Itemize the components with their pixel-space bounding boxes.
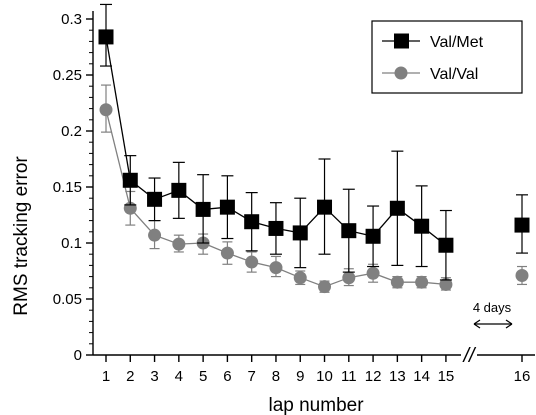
y-axis-label: RMS tracking error [11, 156, 32, 316]
data-point-circle [245, 255, 259, 269]
x-tick-label: 12 [365, 368, 382, 385]
x-tick-label: 1 [102, 368, 110, 385]
legend-square-marker [394, 33, 409, 49]
data-point-circle [293, 271, 307, 285]
x-axis-break: // [461, 345, 477, 367]
data-point-square [365, 228, 381, 244]
y-tick-label: 0 [74, 347, 82, 364]
data-point-square [122, 172, 138, 188]
legend: Val/Met Val/Val [371, 20, 523, 94]
x-tick-label: 3 [150, 368, 158, 385]
x-tick-label: 14 [413, 368, 430, 385]
legend-label: Val/Val [430, 66, 478, 83]
y-tick-label: 0.05 [53, 291, 82, 308]
data-point-circle [342, 271, 356, 285]
data-point-square [414, 218, 430, 234]
legend-box [371, 20, 523, 94]
annotation-arrowhead-left [473, 319, 481, 329]
x-tick-label: 2 [126, 368, 134, 385]
annotation-arrowhead-right [505, 319, 513, 329]
data-point-square [514, 217, 530, 233]
data-point-circle [515, 268, 529, 282]
x-tick-label: 6 [223, 368, 231, 385]
axes: 00.050.10.150.20.250.3//1 2 3 4 5 6 7 8 9 10 11 12 1… [53, 11, 535, 385]
x-tick-label: 4 [175, 368, 183, 385]
data-point-circle [99, 103, 113, 117]
data-point-circle [366, 266, 380, 280]
data-point-circle [318, 280, 332, 294]
data-point-circle [148, 228, 162, 242]
data-point-circle [220, 246, 234, 260]
data-point-square [317, 199, 333, 215]
data-point-square [171, 182, 187, 198]
x-tick-label: 8 [272, 368, 280, 385]
x-tick-label: 10 [316, 368, 333, 385]
y-tick-label: 0.25 [53, 67, 82, 84]
data-point-circle [390, 275, 404, 289]
x-tick-label: 5 [199, 368, 207, 385]
x-tick-label: 7 [248, 368, 256, 385]
data-point-square [147, 191, 163, 207]
x-tick-label: 9 [296, 368, 304, 385]
legend-circle-marker [394, 66, 408, 80]
data-point-square [389, 200, 405, 216]
y-tick-label: 0.3 [61, 11, 82, 28]
data-point-square [341, 223, 357, 239]
data-point-circle [439, 277, 453, 291]
data-point-square [438, 237, 454, 253]
data-point-square [244, 214, 260, 230]
x-axis-label: lap number [268, 395, 364, 415]
legend-label: Val/Met [430, 34, 484, 51]
data-point-square [195, 201, 211, 217]
y-tick-label: 0.1 [61, 235, 82, 252]
y-tick-label: 0.15 [53, 179, 82, 196]
x-tick-label: 15 [438, 368, 455, 385]
data-point-circle [415, 275, 429, 289]
x-tick-label: 16 [514, 368, 531, 385]
data-point-circle [172, 237, 186, 251]
data-point-square [219, 199, 235, 215]
break-annotation: 4 days [473, 300, 513, 329]
x-tick-label: 13 [389, 368, 406, 385]
data-point-circle [269, 261, 283, 275]
y-tick-label: 0.2 [61, 123, 82, 140]
data-point-square [292, 225, 308, 241]
data-point-square [268, 220, 284, 236]
chart-marks [98, 3, 530, 294]
data-point-square [98, 29, 114, 45]
x-tick-label: 11 [341, 368, 357, 385]
annotation-label: 4 days [473, 300, 512, 315]
